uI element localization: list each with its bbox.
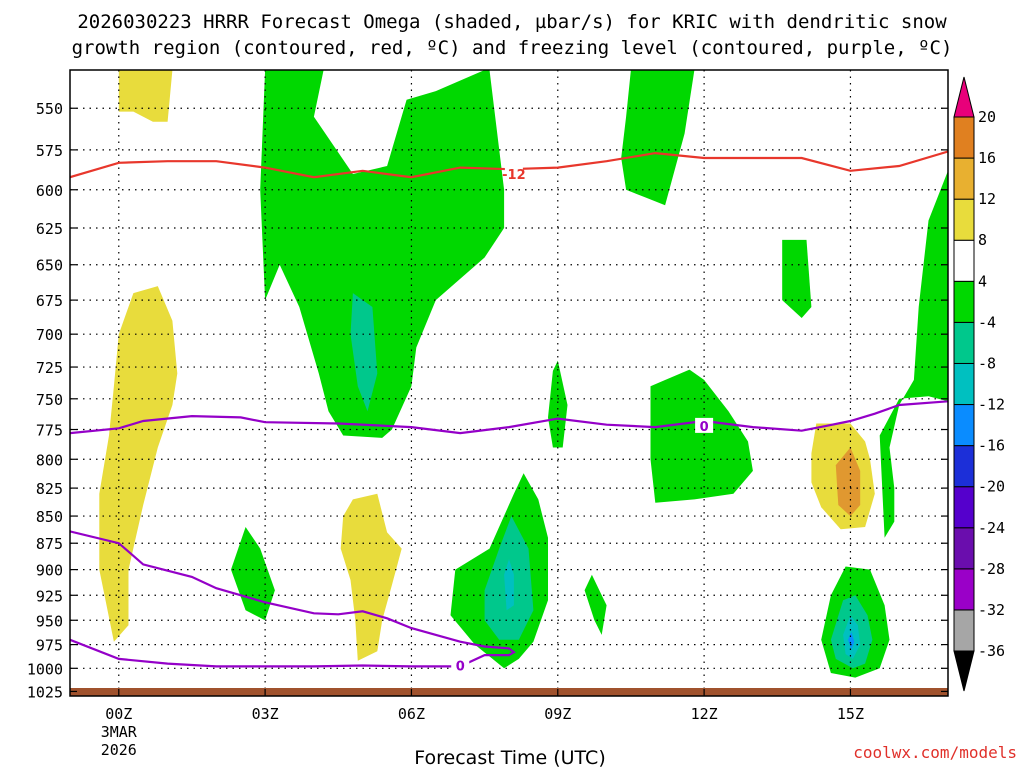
y-tick-label-600: 600 [36,182,63,200]
omega-region-1 [350,293,378,412]
colorbar-swatch--12 [953,362,975,406]
omega-region-2 [621,70,695,206]
omega-region-5 [548,360,568,448]
contour-label-2: 0 [456,659,465,674]
pressure-axis: 550 575 600 625 650 675 700 725 750 775 800 825 850 8… [27,100,948,701]
colorbar-label--12: -12 [978,396,1005,414]
y-tick-label-725: 725 [36,359,63,377]
omega-region-15 [848,632,855,650]
colorbar-label-16: 16 [978,149,996,167]
contour-label-1: 0 [700,420,709,435]
colorbar-swatch-4 [953,239,975,282]
colorbar-label--8: -8 [978,354,996,372]
y-tick-label-750: 750 [36,391,63,409]
omega-region-20 [835,447,861,517]
x-tick-date: 3MAR [101,723,138,741]
colorbar-swatch--4 [953,280,975,323]
colorbar-over-triangle [953,76,975,118]
omega-region-10 [504,559,514,611]
y-tick-label-775: 775 [36,422,63,440]
colorbar-swatch-16 [953,116,975,159]
omega-region-4 [650,369,753,503]
omega-shaded-regions [99,70,948,678]
y-tick-label-800: 800 [36,451,63,469]
colorbar-under-triangle [953,650,975,692]
y-tick-label-700: 700 [36,326,63,344]
x-tick-label-00Z: 00Z [105,705,132,723]
contour-label-bg-0 [504,166,523,182]
colorbar-swatch-12 [953,157,975,200]
y-tick-label-850: 850 [36,508,63,526]
colorbar-swatch--8 [953,321,975,364]
terrain-strip [70,688,948,696]
colorbar-swatch-8 [953,198,975,241]
gridlines [70,70,948,696]
omega-region-11 [584,574,607,635]
colorbar-label-20: 20 [978,108,996,126]
contour-label-bg-2 [451,657,470,673]
y-tick-label-875: 875 [36,535,63,553]
colorbar-swatch--24 [953,486,975,529]
colorbar-swatch--16 [953,404,975,447]
contour-label-0: -12 [502,168,526,183]
y-tick-label-650: 650 [36,257,63,275]
omega-region-7 [231,527,275,621]
x-tick-year: 2026 [101,741,137,759]
colorbar-label--16: -16 [978,437,1005,455]
plot-frame [69,69,949,697]
x-tick-label-03Z: 03Z [252,705,279,723]
colorbar-label--28: -28 [978,560,1005,578]
x-tick-label-06Z: 06Z [398,705,425,723]
y-tick-label-975: 975 [36,637,63,655]
contour-1 [70,400,948,435]
colorbar-swatch--32 [953,568,975,611]
y-tick-label-900: 900 [36,562,63,580]
omega-region-18 [340,493,402,661]
omega-region-16 [118,70,173,122]
chart-title-line-2: growth region (contoured, red, ºC) and f… [72,37,953,59]
x-tick-label-15Z: 15Z [837,705,864,723]
y-tick-label-675: 675 [36,292,63,310]
x-axis-label: Forecast Time (UTC) [414,747,605,768]
plot-area [70,70,948,696]
omega-region-0 [260,70,505,438]
contour-2 [70,530,516,668]
y-tick-label-550: 550 [36,100,63,118]
colorbar-label-8: 8 [978,231,987,249]
omega-region-6 [879,170,948,538]
colorbar-swatch--36 [953,609,975,652]
contour-labels: -12 0 0 [451,166,714,674]
y-tick-label-1025: 1025 [27,683,63,701]
y-tick-label-1000: 1000 [27,660,63,678]
omega-colorbar: -36 -32 -28 -24 -20 -16 -12 -8 -4 4 8 12 16 20 [953,76,1005,692]
colorbar-swatch--28 [953,527,975,570]
colorbar-label--24: -24 [978,519,1005,537]
colorbar-label--36: -36 [978,642,1005,660]
colorbar-swatch--20 [953,445,975,488]
colorbar-label--20: -20 [978,478,1005,496]
omega-region-17 [99,286,178,642]
credit-text: coolwx.com/models [853,743,1017,762]
contour-label-bg-1 [695,417,714,433]
chart-title-line-1: 2026030223 HRRR Forecast Omega (shaded, … [77,11,947,33]
x-tick-label-09Z: 09Z [544,705,571,723]
colorbar-label--32: -32 [978,601,1005,619]
y-tick-label-925: 925 [36,587,63,605]
x-tick-label-12Z: 12Z [691,705,718,723]
y-tick-label-625: 625 [36,220,63,238]
colorbar-label-4: 4 [978,272,987,290]
y-tick-label-575: 575 [36,142,63,160]
colorbar-label--4: -4 [978,313,996,331]
omega-region-3 [782,239,812,318]
colorbar-label-12: 12 [978,190,996,208]
y-tick-label-825: 825 [36,480,63,498]
y-tick-label-950: 950 [36,612,63,630]
